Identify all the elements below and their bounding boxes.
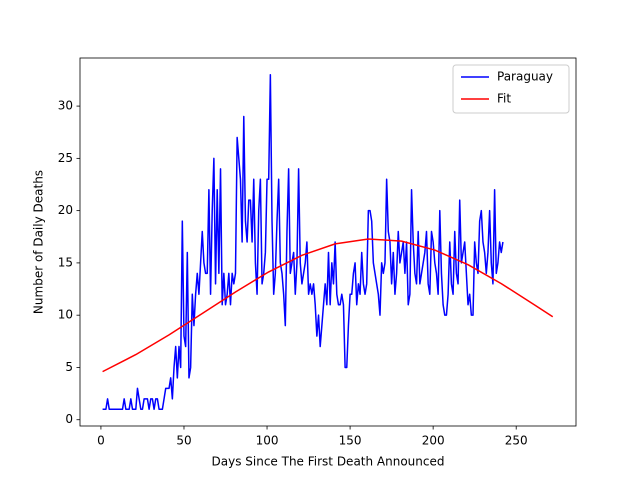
- legend-label: Paraguay: [497, 70, 553, 84]
- x-tick-label: 50: [176, 434, 191, 448]
- x-axis-label: Days Since The First Death Announced: [212, 455, 445, 469]
- data-line: [102, 238, 554, 373]
- y-tick-label: 30: [58, 99, 73, 113]
- y-tick-label: 15: [58, 255, 73, 269]
- y-tick-label: 5: [65, 360, 73, 374]
- data-line: [102, 73, 504, 411]
- y-tick-label: 25: [58, 151, 73, 165]
- y-axis-label: Number of Daily Deaths: [32, 170, 46, 314]
- x-tick-label: 0: [97, 434, 105, 448]
- x-tick-label: 200: [422, 434, 445, 448]
- x-tick-label: 100: [256, 434, 279, 448]
- x-tick-label: 250: [505, 434, 528, 448]
- legend-label: Fit: [497, 92, 511, 106]
- y-tick-label: 0: [65, 412, 73, 426]
- y-tick-label: 20: [58, 203, 73, 217]
- y-tick-label: 10: [58, 308, 73, 322]
- plot-frame: [79, 57, 577, 427]
- x-tick-label: 150: [339, 434, 362, 448]
